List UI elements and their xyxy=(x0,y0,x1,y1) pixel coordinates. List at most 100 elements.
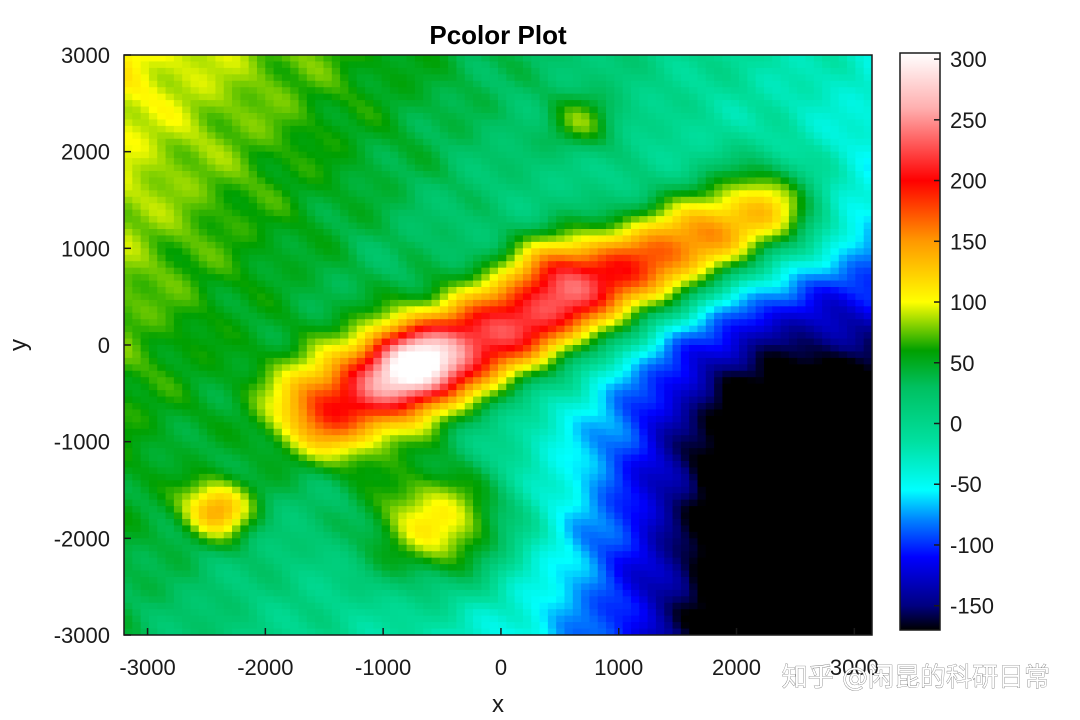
heatmap-cell xyxy=(755,177,765,185)
heatmap-cell xyxy=(414,293,424,301)
heatmap-cell xyxy=(722,383,732,391)
heatmap-cell xyxy=(780,274,790,282)
heatmap-cell xyxy=(755,203,765,211)
heatmap-cell xyxy=(830,396,840,404)
heatmap-cell xyxy=(315,351,325,359)
heatmap-cell xyxy=(256,67,266,75)
heatmap-cell xyxy=(514,370,524,378)
heatmap-cell xyxy=(439,67,449,75)
heatmap-cell xyxy=(481,357,491,365)
heatmap-cell xyxy=(124,100,133,108)
heatmap-cell xyxy=(730,364,740,372)
heatmap-cell xyxy=(373,351,383,359)
heatmap-cell xyxy=(805,80,815,88)
heatmap-cell xyxy=(481,383,491,391)
heatmap-cell xyxy=(423,183,433,191)
heatmap-cell xyxy=(838,293,848,301)
heatmap-cell xyxy=(223,132,233,140)
heatmap-cell xyxy=(323,151,333,159)
heatmap-cell xyxy=(822,267,832,275)
heatmap-cell xyxy=(215,145,225,153)
heatmap-cell xyxy=(215,370,225,378)
heatmap-cell xyxy=(780,338,790,346)
heatmap-cell xyxy=(232,209,241,217)
heatmap-cell xyxy=(747,61,757,69)
heatmap-cell xyxy=(323,93,333,101)
heatmap-cell xyxy=(714,325,723,333)
heatmap-cell xyxy=(797,61,807,69)
heatmap-cell xyxy=(689,390,699,398)
heatmap-cell xyxy=(822,293,832,301)
heatmap-cell xyxy=(381,151,391,159)
heatmap-cell xyxy=(689,183,699,191)
heatmap-cell xyxy=(755,396,765,404)
heatmap-cell xyxy=(772,61,782,69)
heatmap-cell xyxy=(448,364,458,372)
heatmap-cell xyxy=(331,261,341,269)
heatmap-cell xyxy=(456,125,466,133)
heatmap-cell xyxy=(182,164,192,172)
heatmap-cell xyxy=(763,274,773,282)
heatmap-cell xyxy=(863,74,872,82)
heatmap-cell xyxy=(173,138,183,146)
heatmap-cell xyxy=(348,119,358,127)
heatmap-cell xyxy=(223,274,233,282)
heatmap-cell xyxy=(356,222,366,230)
heatmap-cell xyxy=(805,235,815,243)
heatmap-cell xyxy=(306,390,316,398)
heatmap-cell xyxy=(323,403,333,411)
heatmap-cell xyxy=(589,119,599,127)
heatmap-cell xyxy=(822,177,832,185)
heatmap-cell xyxy=(132,364,142,372)
heatmap-cell xyxy=(281,61,291,69)
heatmap-cell xyxy=(547,241,557,249)
heatmap-cell xyxy=(564,280,574,288)
heatmap-cell xyxy=(522,55,532,63)
heatmap-cell xyxy=(863,390,872,398)
heatmap-cell xyxy=(232,190,241,198)
heatmap-cell xyxy=(223,357,233,365)
heatmap-cell xyxy=(256,338,266,346)
heatmap-cell xyxy=(198,209,208,217)
heatmap-cell xyxy=(389,67,399,75)
heatmap-cell xyxy=(348,125,358,133)
heatmap-cell xyxy=(863,164,872,172)
heatmap-cell xyxy=(589,396,599,404)
heatmap-cell xyxy=(124,93,133,101)
heatmap-cell xyxy=(439,306,449,314)
heatmap-cell xyxy=(215,332,225,340)
heatmap-cell xyxy=(822,241,832,249)
heatmap-cell xyxy=(389,287,399,295)
heatmap-cell xyxy=(489,145,499,153)
heatmap-cell xyxy=(340,145,349,153)
heatmap-cell xyxy=(298,306,308,314)
heatmap-cell xyxy=(306,261,316,269)
heatmap-cell xyxy=(498,306,507,314)
heatmap-cell xyxy=(132,229,142,237)
heatmap-cell xyxy=(373,364,383,372)
heatmap-cell xyxy=(739,151,748,159)
heatmap-cell xyxy=(539,119,549,127)
heatmap-cell xyxy=(763,312,773,320)
heatmap-cell xyxy=(323,325,333,333)
heatmap-cell xyxy=(348,100,358,108)
heatmap-cell xyxy=(506,364,516,372)
heatmap-cell xyxy=(423,274,433,282)
heatmap-cell xyxy=(855,67,865,75)
heatmap-cell xyxy=(797,325,807,333)
heatmap-cell xyxy=(157,138,167,146)
heatmap-cell xyxy=(564,80,574,88)
heatmap-cell xyxy=(822,312,832,320)
heatmap-cell xyxy=(672,241,682,249)
heatmap-cell xyxy=(232,164,241,172)
heatmap-cell xyxy=(173,390,183,398)
heatmap-cell xyxy=(381,100,391,108)
heatmap-cell xyxy=(414,364,424,372)
heatmap-cell xyxy=(572,345,582,353)
heatmap-cell xyxy=(689,287,699,295)
heatmap-cell xyxy=(847,100,856,108)
heatmap-cell xyxy=(140,383,150,391)
heatmap-cell xyxy=(655,151,665,159)
heatmap-cell xyxy=(531,248,541,256)
heatmap-cell xyxy=(572,306,582,314)
